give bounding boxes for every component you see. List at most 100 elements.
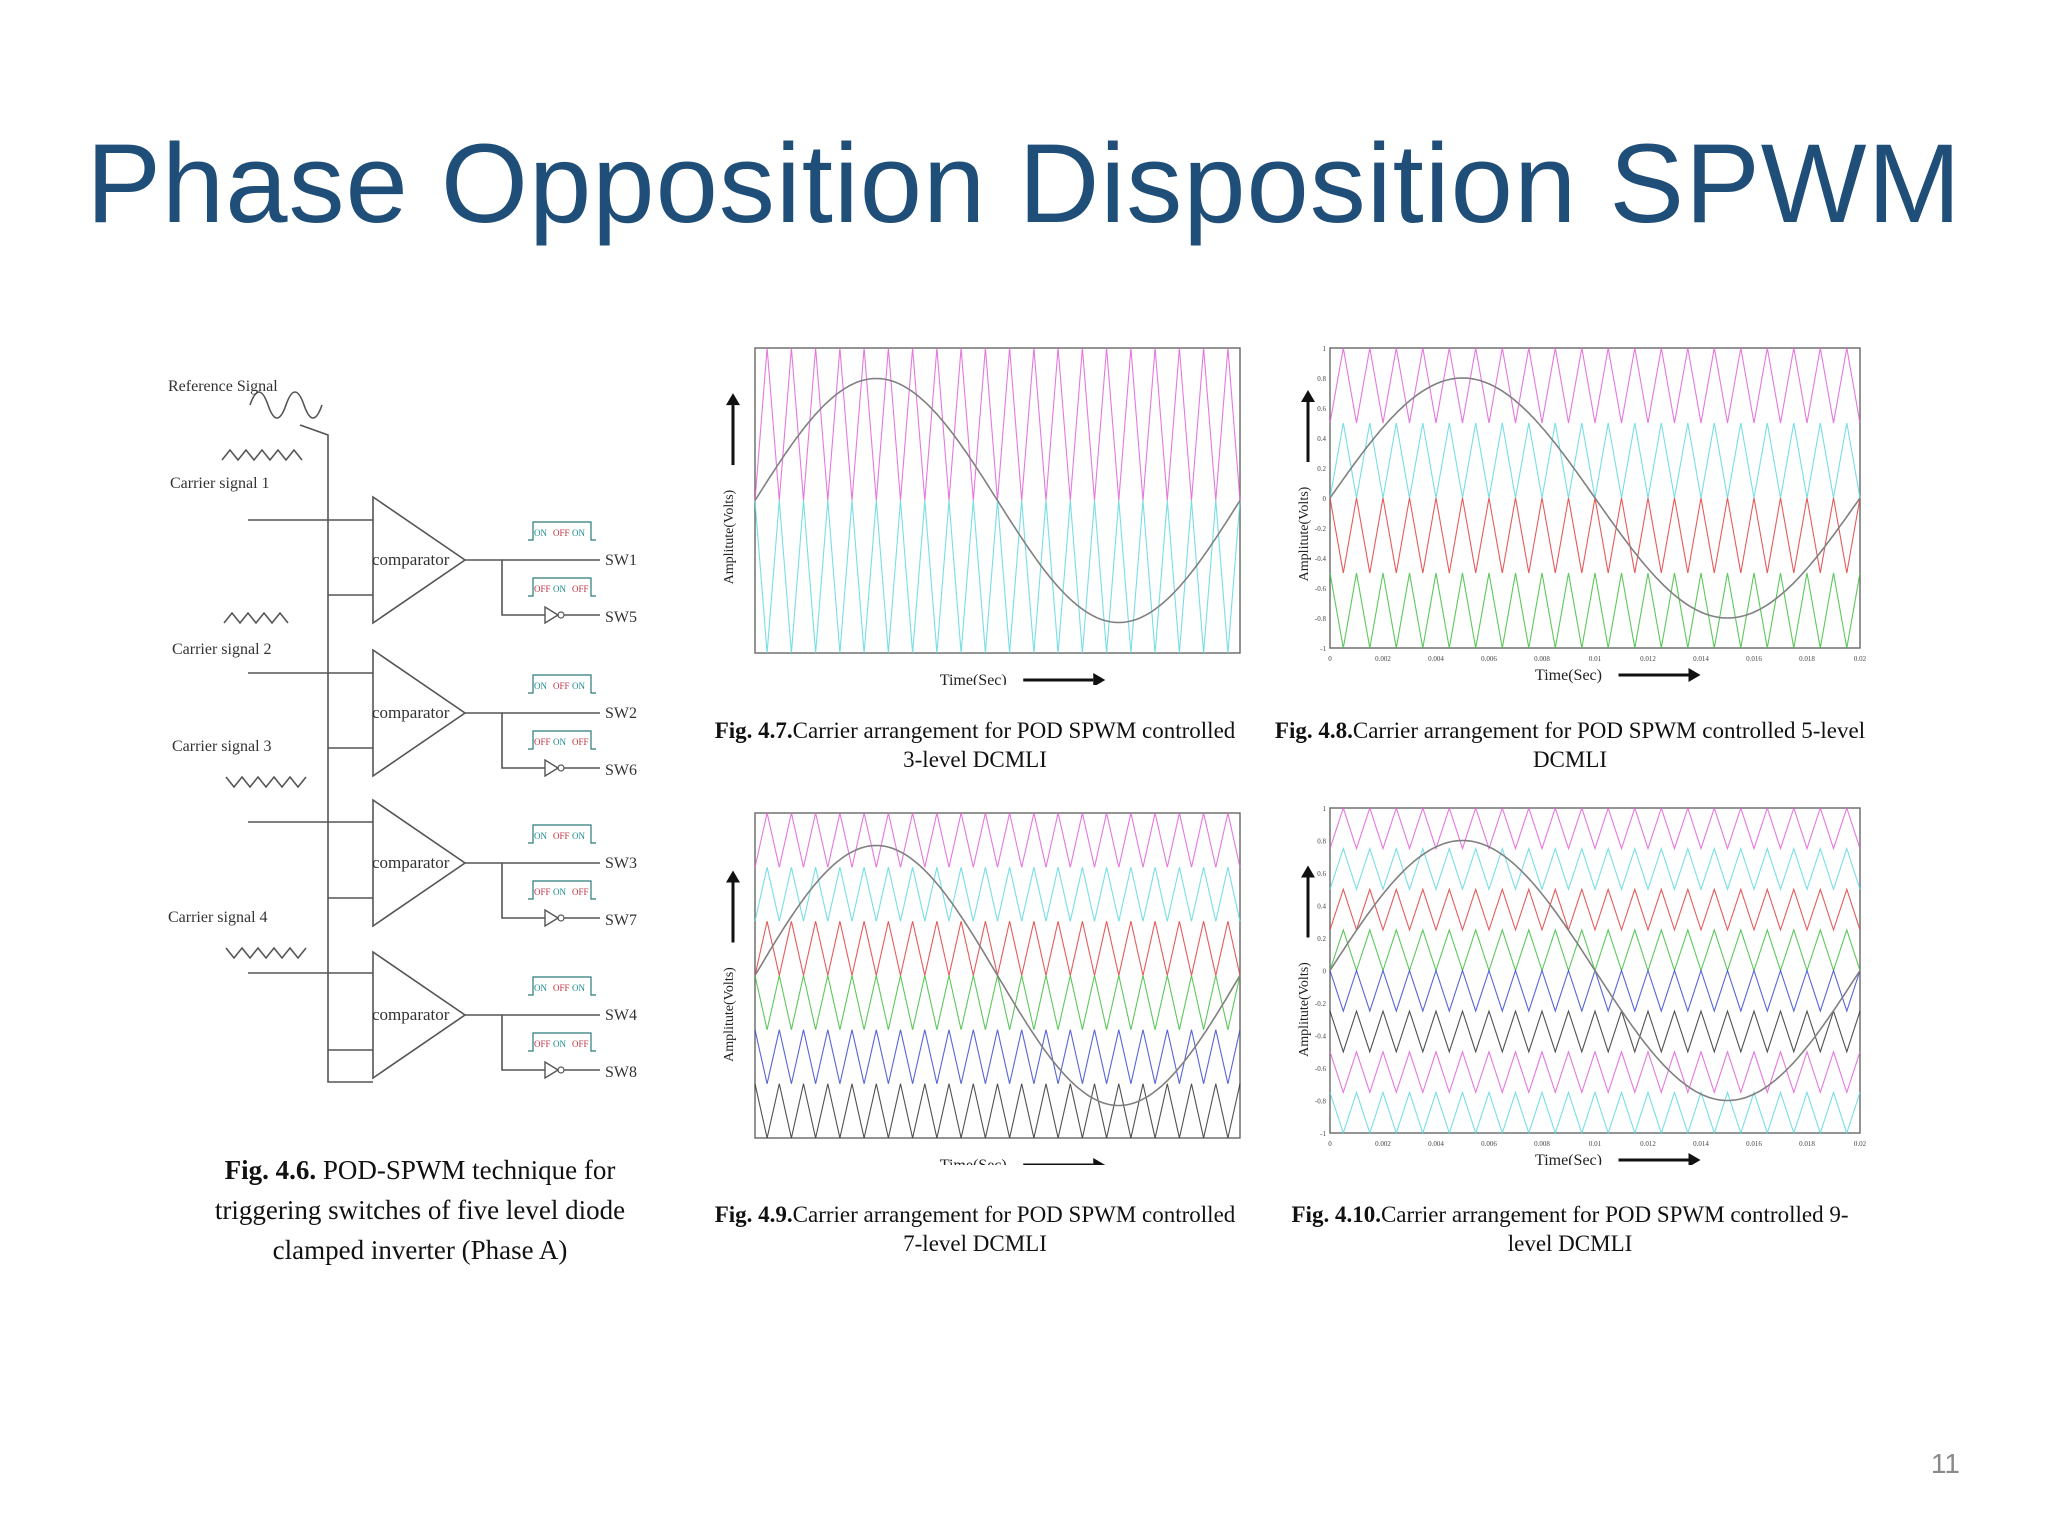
x-tick-label: 0.004 — [1428, 655, 1444, 663]
x-axis-label: Time(Sec) — [1535, 667, 1602, 684]
pulse-state-label: ON — [534, 528, 547, 538]
inverter-symbol — [544, 605, 560, 625]
y-tick-label: 0.4 — [1317, 435, 1326, 443]
output-wire — [465, 712, 545, 769]
x-tick-label: 0.018 — [1799, 1140, 1815, 1148]
caption-text: Carrier arrangement for POD SPWM control… — [1352, 718, 1866, 772]
comparator-label: comparator — [372, 550, 450, 569]
comparator-triangle — [372, 648, 467, 778]
output-wire — [465, 1014, 545, 1071]
y-tick-label: -1 — [1320, 645, 1326, 653]
inverter-symbol — [544, 1060, 560, 1080]
y-tick-label: 0.2 — [1317, 935, 1326, 943]
y-axis-arrowhead — [726, 870, 740, 883]
y-axis-label: Amplitute(Volts) — [722, 489, 737, 584]
x-tick-label: 0.006 — [1481, 655, 1497, 663]
caption-figure-number: Fig. 4.10. — [1291, 1202, 1381, 1227]
y-tick-label: -0.2 — [1315, 1000, 1327, 1008]
comparator-triangle — [372, 950, 467, 1080]
x-tick-label: 0.016 — [1746, 1140, 1762, 1148]
pulse-state-label: ON — [572, 983, 585, 993]
page-number: 11 — [1930, 1448, 1960, 1479]
caption-text: Carrier arrangement for POD SPWM control… — [792, 718, 1236, 772]
comparator-label: comparator — [372, 853, 450, 872]
switch-label: SW3 — [605, 855, 637, 872]
x-tick-label: 0.02 — [1854, 655, 1867, 663]
pulse-state-label: ON — [553, 1039, 566, 1049]
pulse-state-label: ON — [534, 831, 547, 841]
x-tick-label: 0.018 — [1799, 655, 1815, 663]
fig-4-7-caption: Fig. 4.7.Carrier arrangement for POD SPW… — [705, 716, 1245, 774]
caption-figure-number: Fig. 4.9. — [714, 1202, 793, 1227]
switch-label: SW8 — [605, 1064, 637, 1081]
x-tick-label: 0.004 — [1428, 1140, 1444, 1148]
y-tick-label: 1 — [1323, 805, 1327, 813]
x-tick-label: 0.014 — [1693, 1140, 1709, 1148]
caption-figure-number: Fig. 4.8. — [1274, 718, 1353, 743]
x-tick-label: 0.008 — [1534, 655, 1550, 663]
y-tick-label: 1 — [1323, 345, 1327, 353]
y-tick-label: -0.8 — [1315, 1098, 1327, 1106]
switch-label: SW4 — [605, 1007, 637, 1024]
switch-label: SW5 — [605, 609, 637, 626]
carrier-wave-line — [1329, 347, 1861, 424]
carrier-wave-line — [754, 867, 1241, 922]
x-axis-arrowhead — [1688, 1153, 1701, 1165]
y-tick-label: -0.6 — [1315, 1065, 1327, 1073]
carrier-wave-icon — [223, 611, 289, 625]
x-axis-label: Time(Sec) — [940, 672, 1007, 685]
comparator-triangle — [372, 495, 467, 625]
pulse-state-label: OFF — [572, 584, 589, 594]
carrier-wave-line — [1329, 1090, 1861, 1135]
pulse-state-label: OFF — [534, 737, 551, 747]
pulse-train — [528, 730, 596, 750]
pulse-state-label: OFF — [553, 831, 570, 841]
output-wire — [465, 862, 545, 919]
carrier-signal-label: Carrier signal 2 — [172, 641, 272, 658]
carrier-wave-icon — [225, 775, 307, 789]
pulse-state-label: ON — [534, 681, 547, 691]
x-tick-label: 0.002 — [1375, 1140, 1391, 1148]
output-wire — [465, 559, 545, 616]
pulse-state-label: ON — [572, 831, 585, 841]
x-tick-label: 0.016 — [1746, 655, 1762, 663]
carrier-signal-label: Carrier signal 4 — [168, 909, 268, 926]
pulse-train — [528, 577, 596, 597]
carrier-wave-icon — [221, 448, 303, 462]
pulse-state-label: OFF — [572, 737, 589, 747]
reference-signal-label: Reference Signal — [168, 378, 278, 395]
y-tick-label: -0.4 — [1315, 1033, 1327, 1041]
comparator-label: comparator — [372, 1005, 450, 1024]
carrier-signal-label: Carrier signal 1 — [170, 475, 270, 492]
carrier-signal-label: Carrier signal 3 — [172, 738, 272, 755]
x-tick-label: 0.012 — [1640, 1140, 1656, 1148]
x-tick-label: 0.012 — [1640, 655, 1656, 663]
reference-sine-line — [1329, 839, 1861, 1102]
y-tick-label: 0.4 — [1317, 903, 1326, 911]
x-tick-label: 0 — [1328, 1140, 1332, 1148]
y-tick-label: 0.6 — [1317, 870, 1326, 878]
fig-4-8-chart: 0 0.002 0.004 0.006 0.008 0.01 0.012 0.014 0.016… — [1297, 345, 1867, 684]
carrier-wave-line — [1329, 806, 1861, 851]
slide-title: Phase Opposition Disposition SPWM — [86, 121, 1962, 246]
y-tick-label: 0 — [1323, 495, 1327, 503]
comparator-label: comparator — [372, 703, 450, 722]
x-axis-label: Time(Sec) — [1535, 1152, 1602, 1165]
pulse-state-label: OFF — [534, 887, 551, 897]
carrier-wave-line — [754, 1029, 1241, 1084]
pulse-state-label: ON — [572, 528, 585, 538]
carrier-wave-line — [1329, 887, 1861, 932]
inverter-symbol — [544, 908, 560, 928]
pulse-state-label: ON — [553, 737, 566, 747]
y-tick-label: 0.2 — [1317, 465, 1326, 473]
switch-label: SW7 — [605, 912, 637, 929]
x-tick-label: 0.02 — [1854, 1140, 1867, 1148]
fig-4-10-caption: Fig. 4.10.Carrier arrangement for POD SP… — [1290, 1200, 1850, 1258]
x-tick-label: 0 — [1328, 655, 1332, 663]
caption-text: POD-SPWM technique for triggering switch… — [214, 1155, 626, 1265]
x-tick-label: 0.002 — [1375, 655, 1391, 663]
y-tick-label: -0.6 — [1315, 585, 1327, 593]
x-axis-arrowhead — [1688, 668, 1701, 682]
switch-label: SW1 — [605, 552, 637, 569]
inverter-symbol — [544, 758, 560, 778]
